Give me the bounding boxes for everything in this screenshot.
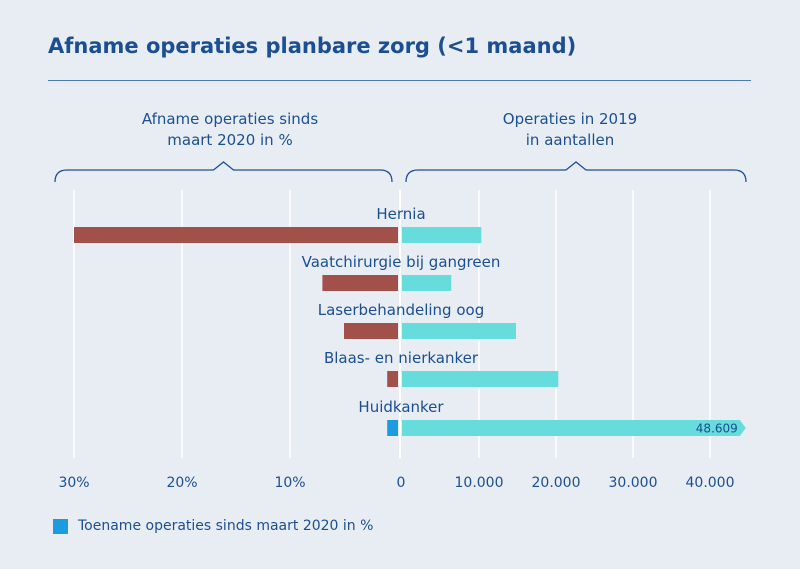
- left-header-line-1: Afname operaties sinds: [141, 110, 319, 128]
- legend: Toename operaties sinds maart 2020 in %: [53, 518, 373, 534]
- right-header-line-2: in aantallen: [525, 131, 615, 149]
- count-bar: [402, 323, 516, 339]
- category-label: Blaas- en nierkanker: [324, 349, 479, 367]
- decrease-bar: [322, 275, 398, 291]
- category-label: Laserbehandeling oog: [318, 301, 484, 319]
- left-tick-label: 30%: [58, 475, 89, 491]
- left-tick-label: 10%: [274, 475, 305, 491]
- right-section-header: Operaties in 2019 in aantallen: [440, 109, 700, 151]
- count-bar: [402, 275, 452, 291]
- count-bar-truncated: [402, 420, 746, 436]
- title-rule: [48, 80, 751, 81]
- decrease-bar: [387, 371, 398, 387]
- right-tick-label: 10.000: [455, 475, 504, 491]
- right-tick-label: 40.000: [686, 475, 735, 491]
- category-label: Huidkanker: [358, 398, 444, 416]
- legend-label: Toename operaties sinds maart 2020 in %: [78, 518, 374, 534]
- category-label: Hernia: [376, 205, 425, 223]
- category-label: Vaatchirurgie bij gangreen: [302, 253, 501, 271]
- decrease-bar: [74, 227, 398, 243]
- left-tick-label: 20%: [166, 475, 197, 491]
- chart-title: Afname operaties planbare zorg (<1 maand…: [48, 34, 577, 58]
- left-header-brace: [54, 161, 393, 183]
- increase-bar: [387, 420, 398, 436]
- right-header-brace: [405, 161, 747, 183]
- left-header-line-2: maart 2020 in %: [167, 131, 293, 149]
- right-tick-label: 20.000: [532, 475, 581, 491]
- count-bar: [402, 227, 482, 243]
- right-tick-label: 30.000: [609, 475, 658, 491]
- decrease-bar: [344, 323, 398, 339]
- left-tick-label: 0: [397, 475, 406, 491]
- count-value-label: 48.609: [696, 422, 738, 436]
- count-bar: [402, 371, 559, 387]
- legend-swatch-increase: [53, 518, 68, 534]
- left-section-header: Afname operaties sinds maart 2020 in %: [100, 109, 360, 151]
- right-header-line-1: Operaties in 2019: [502, 110, 638, 128]
